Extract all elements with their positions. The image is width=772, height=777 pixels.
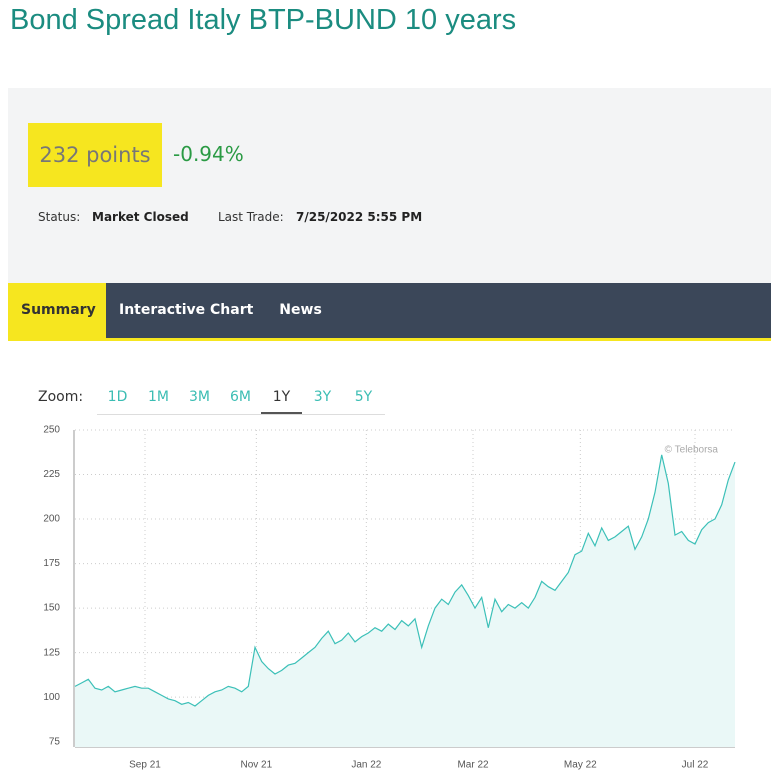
x-tick-label: Nov 21 xyxy=(240,760,272,771)
price: 232 points xyxy=(28,123,162,187)
zoom-button[interactable]: 3M xyxy=(189,389,210,405)
line xyxy=(74,454,736,707)
y-tick-label: 225 xyxy=(43,469,60,480)
zoom-button[interactable]: 1D xyxy=(107,389,128,405)
x-tick-label: Mar 22 xyxy=(457,760,489,771)
last-trade-label: Last Trade: xyxy=(218,210,284,224)
page-title: Bond Spread Italy BTP-BUND 10 years xyxy=(10,4,517,36)
status-label: Status: xyxy=(38,210,81,224)
y-tick-label: 250 xyxy=(43,425,60,436)
tab[interactable]: News xyxy=(279,302,322,318)
y-tick-label: 200 xyxy=(43,514,60,525)
y-tick-label: 150 xyxy=(43,603,60,614)
tab[interactable]: Summary xyxy=(8,283,106,338)
x-tick-label: May 22 xyxy=(564,760,597,771)
tab[interactable]: Interactive Chart xyxy=(119,302,254,318)
credit: © Teleborsa xyxy=(665,445,719,456)
status: Market Closed xyxy=(92,210,189,224)
zoom-button[interactable]: 5Y xyxy=(354,389,373,405)
zoom-label: Zoom: xyxy=(38,389,84,405)
zoom-button[interactable]: 6M xyxy=(230,389,251,405)
y-tick-label: 125 xyxy=(43,647,60,658)
last-trade: 7/25/2022 5:55 PM xyxy=(296,210,423,224)
change: -0.94% xyxy=(173,142,244,166)
area xyxy=(75,454,735,747)
y-tick-label: 100 xyxy=(43,692,60,703)
zoom-button[interactable]: 3Y xyxy=(313,389,332,405)
x-tick-label: Jan 22 xyxy=(351,760,381,771)
x-tick-label: Jul 22 xyxy=(682,760,709,771)
tab-bar: Summary Interactive Chart News xyxy=(8,283,771,341)
zoom-button[interactable]: 1M xyxy=(148,389,169,405)
chart: 75 100 125 150 175 200 225 250 Sep 21 Nov 21 Jan 2… xyxy=(43,425,736,771)
zoom-options: 1D 1M 3M 6M 1Y 3Y 5Y xyxy=(97,384,385,415)
zoom-button[interactable]: 1Y xyxy=(261,384,302,414)
y-tick-label: 175 xyxy=(43,558,60,569)
x-tick-label: Sep 21 xyxy=(129,760,161,771)
y-tick-label: 75 xyxy=(49,736,61,747)
